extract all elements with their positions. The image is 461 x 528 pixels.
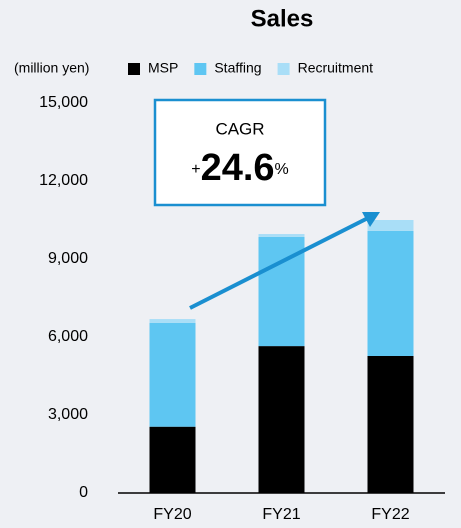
y-tick-label: 9,000 (48, 250, 88, 267)
cagr-value: +24.6% (191, 147, 289, 189)
cagr-unit: % (275, 161, 289, 178)
bar-segment (367, 220, 414, 231)
y-tick-label: 6,000 (48, 328, 88, 345)
legend-swatch (194, 63, 207, 75)
bar-segment (258, 346, 305, 493)
bar-segment (367, 355, 414, 493)
cagr-title: CAGR (215, 119, 264, 138)
bar-segment (258, 234, 305, 237)
plot: 0 3,000 6,000 9,000 12,000 15,000 MSP Staffing R… (39, 60, 414, 523)
legend-swatch (128, 63, 140, 75)
cagr-number: 24.6 (201, 147, 275, 189)
legend-label: Staffing (214, 60, 261, 76)
x-tick-label: FY20 (153, 506, 191, 523)
cagr-box (153, 98, 327, 207)
arrow-head (362, 212, 380, 227)
legend-swatch (277, 63, 290, 75)
y-tick-label: 3,000 (48, 406, 88, 423)
bar-segment (367, 230, 414, 356)
y-tick-label: 0 (79, 484, 88, 501)
arrow-line (189, 216, 369, 310)
x-tick-label: FY22 (371, 506, 409, 523)
legend-label: MSP (148, 60, 178, 76)
unit-label: (million yen) (14, 60, 89, 76)
bar-segment (149, 322, 196, 427)
legend-label: Recruitment (298, 60, 374, 76)
bar-segment (149, 319, 196, 323)
y-tick-label: 12,000 (39, 172, 88, 189)
x-tick-label: FY21 (262, 506, 300, 523)
y-tick-label: 15,000 (39, 94, 88, 111)
cagr-sign: + (191, 161, 200, 178)
chart-title: Sales (251, 5, 314, 32)
bar-segment (149, 426, 196, 493)
